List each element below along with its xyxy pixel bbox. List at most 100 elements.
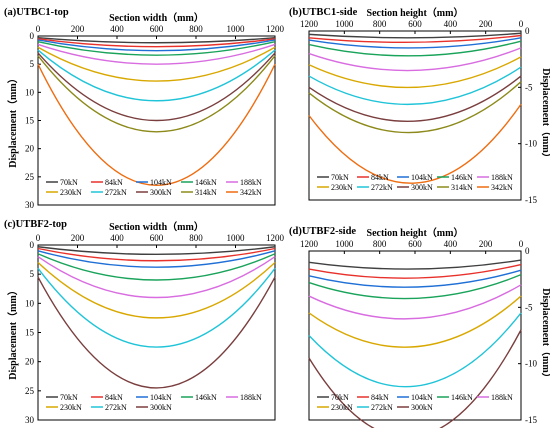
legend-label: 188kN: [491, 173, 513, 182]
series-line-146kN: [37, 253, 276, 281]
x-tick-label: 0: [36, 24, 41, 34]
legend-label: 84kN: [371, 173, 389, 182]
x-axis-label: Section height（mm）: [367, 226, 464, 239]
series-line-272kN: [308, 66, 522, 105]
chart-panel-p2: (b)UTBC1-side Section height（mm） 1200 1000 8…: [289, 6, 550, 205]
series-line-230kN: [37, 46, 276, 82]
series-line-300kN: [308, 75, 522, 122]
y-tick-label: 0: [30, 240, 35, 250]
x-tick-label: 1000: [335, 239, 354, 249]
legend-label: 104kN: [411, 173, 433, 182]
y-axis-label: Displacement（mm）: [540, 288, 550, 382]
series-line-146kN: [308, 40, 522, 57]
legend-label: 300kN: [411, 183, 433, 192]
series-line-230kN: [37, 261, 276, 319]
series-line-230kN: [308, 295, 522, 348]
legend-label: 188kN: [240, 178, 262, 187]
x-tick-label: 600: [408, 19, 422, 29]
x-tick-label: 400: [110, 24, 124, 34]
series-line-272kN: [37, 49, 276, 102]
series-line-84kN: [37, 38, 276, 48]
legend-label: 146kN: [451, 173, 473, 182]
y-tick-label: 5: [30, 269, 35, 279]
panel-title: (a)UTBC1-top: [4, 7, 69, 18]
legend-label: 146kN: [451, 393, 473, 402]
series-line-188kN: [37, 43, 276, 65]
series-line-84kN: [308, 34, 522, 44]
x-tick-label: 1200: [300, 19, 319, 29]
y-tick-label: -10: [525, 359, 537, 369]
legend-label: 84kN: [105, 393, 123, 402]
y-tick-label: -5: [525, 82, 533, 92]
y-tick-label: 25: [25, 172, 35, 182]
legend-label: 314kN: [451, 183, 473, 192]
panel-title: (c)UTBF2-top: [4, 219, 67, 230]
x-tick-label: 200: [479, 239, 493, 249]
legend-label: 188kN: [240, 393, 262, 402]
legend-label: 70kN: [331, 393, 349, 402]
series-line-104kN: [308, 269, 522, 288]
chart-panel-p3: (c)UTBF2-top Section width（mm）0 200 400 600 8…: [4, 219, 285, 425]
series-line-272kN: [37, 267, 276, 348]
series-line-70kN: [37, 36, 276, 44]
panel-title: (b)UTBC1-side: [289, 7, 358, 18]
legend-label: 146kN: [195, 393, 217, 402]
x-tick-label: 600: [150, 24, 164, 34]
x-axis-label: Section width（mm）: [109, 220, 204, 233]
x-axis-label: Section height（mm）: [367, 6, 464, 19]
x-tick-label: 400: [110, 233, 124, 243]
y-axis-label: Displacement（mm）: [6, 73, 19, 167]
x-tick-label: 800: [189, 24, 203, 34]
legend-label: 104kN: [150, 178, 172, 187]
legend-label: 70kN: [60, 178, 78, 187]
y-tick-label: -10: [525, 139, 537, 149]
y-axis-label: Displacement（mm）: [6, 285, 19, 379]
y-axis-label: Displacement（mm）: [540, 68, 550, 162]
x-tick-label: 1000: [335, 19, 354, 29]
x-tick-label: 1200: [266, 233, 285, 243]
series-line-104kN: [37, 250, 276, 268]
y-tick-label: -15: [525, 415, 537, 425]
x-tick-label: 200: [479, 19, 493, 29]
series-line-70kN: [308, 259, 522, 270]
y-tick-label: 10: [25, 298, 35, 308]
y-tick-label: 20: [25, 357, 35, 367]
x-tick-label: 0: [519, 239, 524, 249]
y-tick-label: 10: [25, 87, 35, 97]
x-tick-label: 0: [519, 19, 524, 29]
y-tick-label: 0: [525, 246, 530, 256]
legend-label: 300kN: [411, 403, 433, 412]
series-line-104kN: [308, 37, 522, 49]
x-tick-label: 200: [71, 233, 85, 243]
legend-label: 300kN: [150, 403, 172, 412]
x-tick-label: 800: [373, 239, 387, 249]
legend-label: 342kN: [240, 188, 262, 197]
y-tick-label: 0: [525, 26, 530, 36]
x-tick-label: 1200: [300, 239, 319, 249]
series-line-70kN: [37, 246, 276, 256]
legend-label: 70kN: [60, 393, 78, 402]
x-tick-label: 800: [373, 19, 387, 29]
y-tick-label: 30: [25, 415, 35, 425]
legend-label: 230kN: [60, 188, 82, 197]
legend-label: 146kN: [195, 178, 217, 187]
series-line-342kN: [308, 103, 522, 184]
series-line-342kN: [37, 63, 276, 186]
series-line-272kN: [308, 312, 522, 388]
legend-label: 272kN: [105, 188, 127, 197]
y-tick-label: 0: [30, 31, 35, 41]
x-tick-label: 1000: [227, 233, 246, 243]
legend-label: 188kN: [491, 393, 513, 402]
series-line-84kN: [308, 263, 522, 279]
legend-label: 342kN: [491, 183, 513, 192]
x-tick-label: 400: [444, 19, 458, 29]
legend-label: 84kN: [371, 393, 389, 402]
legend-label: 230kN: [331, 403, 353, 412]
panel-title: (d)UTBF2-side: [289, 226, 356, 237]
series-line-300kN: [37, 52, 276, 122]
legend-label: 230kN: [331, 183, 353, 192]
series-line-230kN: [308, 56, 522, 89]
legend-label: 272kN: [371, 403, 393, 412]
